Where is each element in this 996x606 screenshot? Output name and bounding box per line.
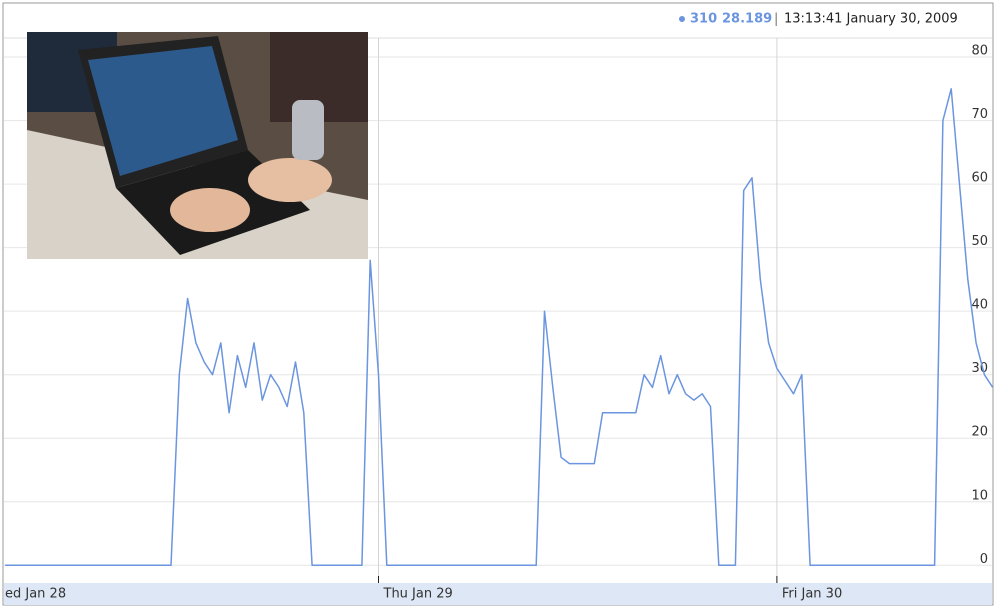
x-axis-band <box>4 583 992 605</box>
photo-can <box>292 100 324 160</box>
header: 310 28.189 | 13:13:41 January 30, 2009 <box>679 12 958 27</box>
photo-screen <box>88 46 238 176</box>
y-tick-label: 60 <box>971 171 988 186</box>
series-line <box>5 88 994 567</box>
y-tick-label: 20 <box>971 425 988 440</box>
y-tick-label: 10 <box>971 488 988 503</box>
y-tick-label: 50 <box>971 234 988 249</box>
legend-dot <box>679 16 685 22</box>
y-tick-label: 0 <box>980 552 988 567</box>
legend-name: 310 <box>690 12 717 27</box>
photo <box>27 32 368 259</box>
y-tick-label: 80 <box>971 44 988 59</box>
y-tick-label: 30 <box>971 361 988 376</box>
timestamp: 13:13:41 January 30, 2009 <box>784 12 958 27</box>
x-tick-label: Thu Jan 29 <box>383 587 453 602</box>
y-tick-label: 40 <box>971 298 988 313</box>
x-tick-label: ed Jan 28 <box>5 587 66 602</box>
separator: | <box>774 12 778 27</box>
x-tick-label: Fri Jan 30 <box>782 587 842 602</box>
current-value: 28.189 <box>722 12 772 27</box>
photo-hand-right <box>248 158 332 202</box>
photo-hand-left <box>170 188 250 232</box>
y-tick-label: 70 <box>971 107 988 122</box>
